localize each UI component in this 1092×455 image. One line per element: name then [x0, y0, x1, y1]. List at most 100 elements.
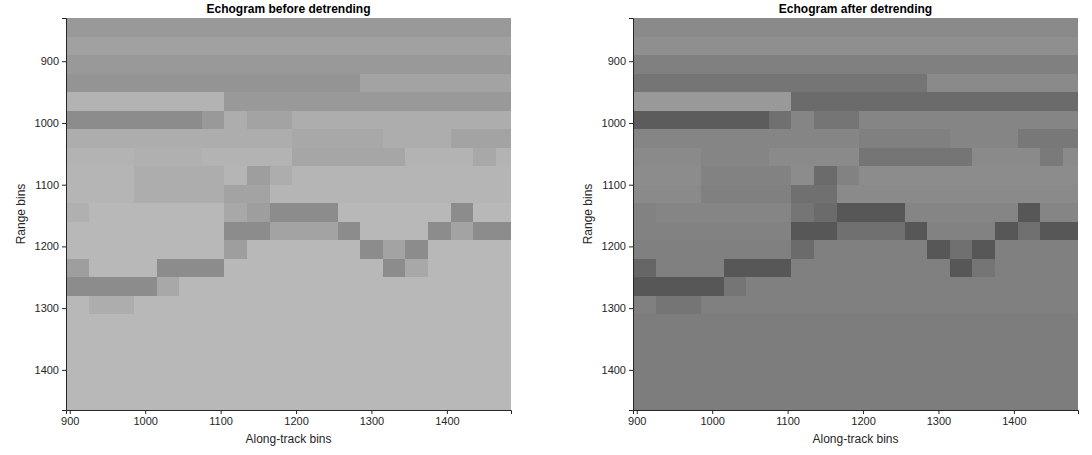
cell — [1018, 351, 1041, 370]
cell — [405, 129, 428, 148]
cell — [746, 148, 769, 167]
cell — [633, 259, 656, 278]
cell — [905, 388, 928, 407]
cell — [1040, 296, 1063, 315]
cell — [1018, 166, 1041, 185]
cell — [791, 203, 814, 222]
y-tick-label: 1200 — [35, 240, 59, 252]
x-tick-label: 1200 — [284, 415, 308, 427]
cell — [791, 166, 814, 185]
cell — [383, 111, 406, 130]
cell — [746, 111, 769, 130]
cell — [995, 407, 1018, 410]
figure: 9001000110012001300140090010001100120013… — [0, 0, 1092, 455]
cell — [179, 18, 202, 37]
cell — [678, 277, 701, 296]
cell — [405, 37, 428, 56]
cell — [791, 185, 814, 204]
cell — [338, 370, 361, 389]
cell — [66, 129, 89, 148]
cell — [859, 277, 882, 296]
x-axis-line — [634, 411, 1079, 415]
cell — [724, 259, 747, 278]
x-tick: 1100 — [776, 410, 800, 427]
cell — [134, 166, 157, 185]
cell — [202, 240, 225, 259]
cell — [89, 111, 112, 130]
cell — [927, 18, 950, 37]
cell — [1040, 55, 1063, 74]
cell — [995, 370, 1018, 389]
cell — [724, 296, 747, 315]
cell — [995, 296, 1018, 315]
cell — [134, 55, 157, 74]
cell — [859, 351, 882, 370]
cell — [270, 407, 293, 410]
cell — [633, 18, 656, 37]
cell — [66, 296, 89, 315]
cell — [701, 240, 724, 259]
cell — [405, 166, 428, 185]
cell — [383, 222, 406, 241]
cell — [360, 185, 383, 204]
cell — [905, 92, 928, 111]
cell — [927, 259, 950, 278]
cell — [496, 333, 511, 352]
cell — [950, 129, 973, 148]
cell — [837, 185, 860, 204]
cell — [1018, 74, 1041, 93]
cell — [678, 333, 701, 352]
cell — [496, 166, 511, 185]
cell — [656, 240, 679, 259]
cell — [656, 111, 679, 130]
cell — [292, 166, 315, 185]
cell — [179, 240, 202, 259]
cell — [383, 351, 406, 370]
cell — [769, 277, 792, 296]
cell — [360, 277, 383, 296]
cell — [678, 314, 701, 333]
cell — [678, 166, 701, 185]
cell — [791, 407, 814, 410]
x-tick-label: 900 — [628, 415, 646, 427]
cell — [859, 18, 882, 37]
cell — [724, 55, 747, 74]
cell — [247, 92, 270, 111]
cell — [633, 407, 656, 410]
cell — [972, 203, 995, 222]
cell — [111, 148, 134, 167]
cell — [678, 296, 701, 315]
cell — [224, 74, 247, 93]
cell — [360, 351, 383, 370]
cell — [972, 277, 995, 296]
cell — [89, 388, 112, 407]
cell — [678, 18, 701, 37]
cell — [338, 74, 361, 93]
cell — [224, 166, 247, 185]
cell — [451, 296, 474, 315]
cell — [496, 92, 511, 111]
cell — [814, 37, 837, 56]
cell — [496, 148, 511, 167]
cell — [224, 314, 247, 333]
cell — [1040, 203, 1063, 222]
x-tick: 1000 — [133, 410, 157, 427]
cell — [927, 296, 950, 315]
cell — [179, 111, 202, 130]
cell — [338, 203, 361, 222]
cell — [111, 222, 134, 241]
cell — [247, 222, 270, 241]
cell — [134, 148, 157, 167]
cell — [270, 74, 293, 93]
cell — [383, 388, 406, 407]
cell — [89, 314, 112, 333]
x-tick: 1400 — [1002, 410, 1026, 427]
cell — [134, 185, 157, 204]
cell — [1063, 74, 1078, 93]
cell — [927, 111, 950, 130]
cell — [656, 18, 679, 37]
cell — [950, 407, 973, 410]
cell — [473, 37, 496, 56]
cell — [791, 370, 814, 389]
x-tick: 1300 — [927, 410, 951, 427]
